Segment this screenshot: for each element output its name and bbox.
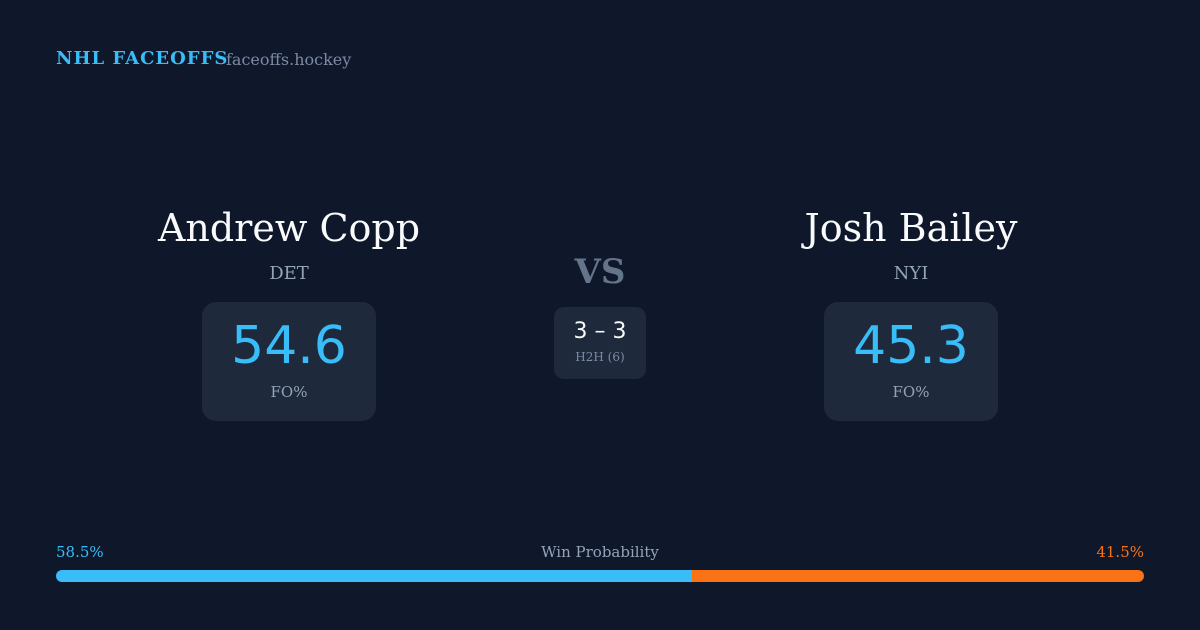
player-name: Josh Bailey — [804, 206, 1018, 250]
fo-label: FO% — [892, 383, 930, 401]
site-url: faceoffs.hockey — [226, 50, 352, 69]
stat-card: 45.3 FO% — [824, 302, 998, 421]
stat-card: 54.6 FO% — [202, 302, 376, 421]
win-prob-label: Win Probability — [541, 543, 659, 561]
win-prob-right: 41.5% — [1096, 543, 1144, 561]
h2h-score: 3 – 3 — [573, 319, 627, 344]
fo-pct: 54.6 — [231, 316, 347, 376]
site-title: NHL FACEOFFS — [56, 48, 229, 69]
win-prob-left: 58.5% — [56, 543, 104, 561]
player-team: DET — [269, 263, 309, 284]
versus: VS — [574, 252, 626, 292]
fo-label: FO% — [270, 383, 308, 401]
win-prob-bar — [56, 570, 693, 582]
player-name: Andrew Copp — [157, 206, 421, 250]
win-prob-bar — [692, 570, 1144, 582]
player-team: NYI — [893, 263, 929, 284]
h2h-card: 3 – 3 H2H (6) — [554, 307, 646, 379]
fo-pct: 45.3 — [853, 316, 969, 376]
h2h-label: H2H (6) — [575, 350, 625, 364]
